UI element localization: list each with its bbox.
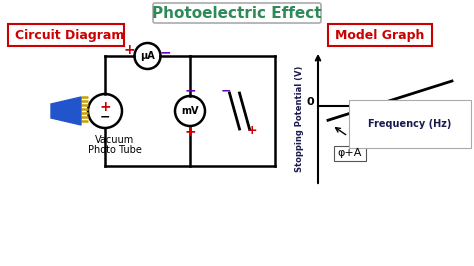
FancyBboxPatch shape <box>334 146 366 161</box>
Text: Photoelectric Effect: Photoelectric Effect <box>152 6 322 20</box>
Text: Photo Tube: Photo Tube <box>88 145 142 155</box>
Circle shape <box>175 96 205 126</box>
Text: +: + <box>246 124 257 138</box>
Text: −: − <box>100 110 110 123</box>
Text: Vacuum: Vacuum <box>95 135 135 145</box>
FancyBboxPatch shape <box>8 24 124 46</box>
Text: Model Graph: Model Graph <box>335 28 424 41</box>
Text: mV: mV <box>181 106 199 116</box>
Text: Stopping Potential (V): Stopping Potential (V) <box>295 65 304 172</box>
Text: +: + <box>99 100 111 114</box>
Text: −: − <box>220 85 231 98</box>
Circle shape <box>135 43 161 69</box>
Text: −: − <box>184 83 196 97</box>
Text: +: + <box>184 125 196 139</box>
Polygon shape <box>51 97 81 125</box>
Text: −: − <box>160 45 171 59</box>
FancyBboxPatch shape <box>153 3 321 23</box>
Text: Circuit Diagram: Circuit Diagram <box>15 28 124 41</box>
FancyBboxPatch shape <box>328 24 432 46</box>
Text: μA: μA <box>140 51 155 61</box>
Text: Frequency (Hz): Frequency (Hz) <box>368 119 452 129</box>
Circle shape <box>88 94 122 128</box>
Text: φ+A: φ+A <box>338 148 362 158</box>
Text: +: + <box>124 43 135 57</box>
Text: 0: 0 <box>306 97 314 107</box>
